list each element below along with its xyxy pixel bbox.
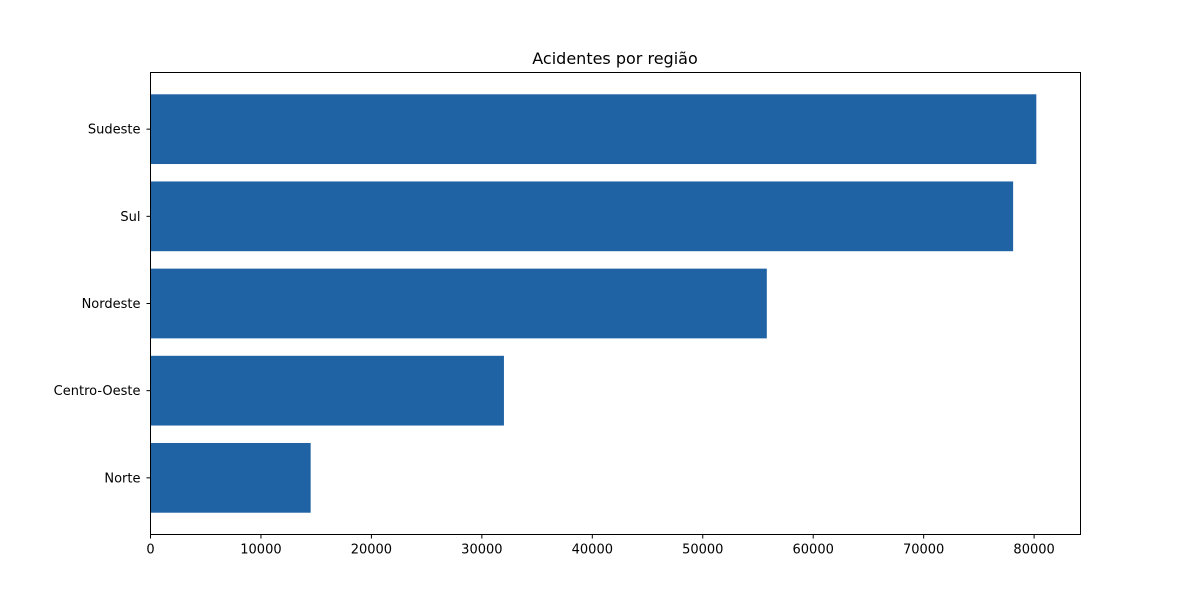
bar-norte xyxy=(150,442,311,513)
x-tick-label: 70000 xyxy=(903,543,944,558)
bars-layer xyxy=(150,94,1037,513)
y-axis: Sudeste Sul Nordeste Centro-Oeste Norte xyxy=(54,123,151,486)
bar-nordeste xyxy=(150,268,767,339)
x-axis: 0 10000 20000 30000 40000 50000 60000 70000 8000… xyxy=(146,534,1055,558)
y-tick-label: Norte xyxy=(104,471,140,486)
x-tick-label: 50000 xyxy=(682,543,723,558)
bar-centro-oeste xyxy=(150,355,504,426)
y-tick-label: Centro-Oeste xyxy=(54,384,141,399)
x-tick-label: 60000 xyxy=(793,543,834,558)
bar-sul xyxy=(150,181,1014,252)
x-tick-label: 40000 xyxy=(572,543,613,558)
x-tick-label: 20000 xyxy=(351,543,392,558)
y-tick-label: Sul xyxy=(120,210,140,225)
y-tick-label: Nordeste xyxy=(82,297,141,312)
bar-sudeste xyxy=(150,94,1037,165)
chart-title: Acidentes por região xyxy=(532,49,697,68)
y-tick-label: Sudeste xyxy=(88,123,141,138)
x-tick-label: 10000 xyxy=(240,543,281,558)
x-tick-label: 80000 xyxy=(1013,543,1054,558)
x-tick-label: 30000 xyxy=(461,543,502,558)
x-tick-label: 0 xyxy=(146,543,154,558)
